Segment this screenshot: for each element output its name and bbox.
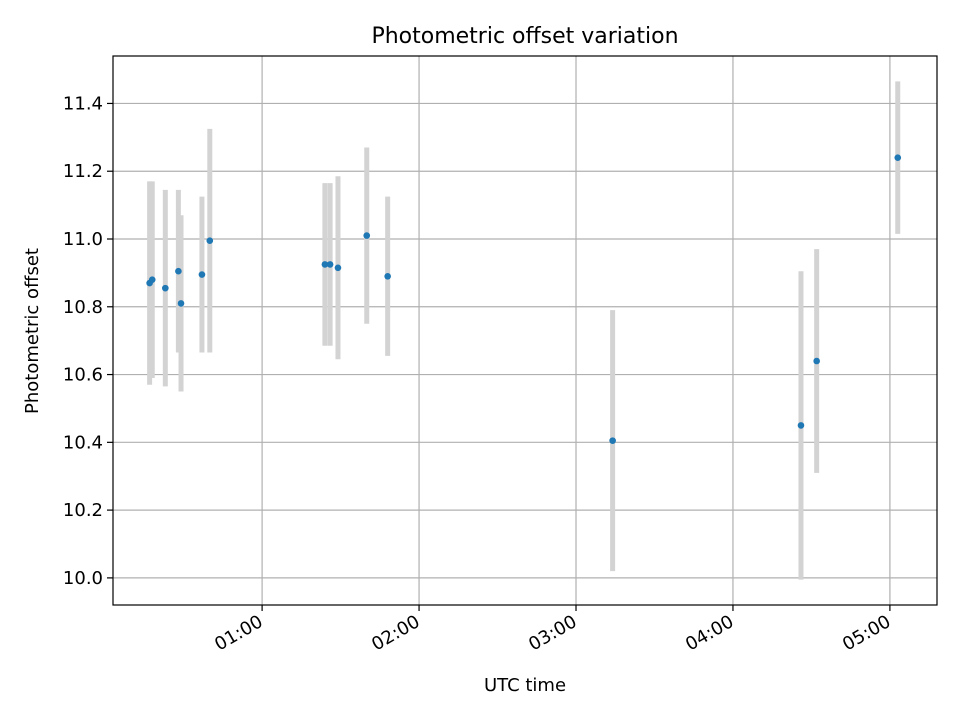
data-point <box>177 300 185 307</box>
data-point <box>813 357 820 365</box>
y-tick-label: 11.4 <box>63 93 103 114</box>
data-point <box>148 276 156 283</box>
plot-frame <box>112 55 938 606</box>
data-point <box>206 237 214 244</box>
data-point <box>609 437 616 444</box>
data-point <box>894 154 902 161</box>
y-axis-label: Photometric offset <box>22 248 43 414</box>
x-tick-label: 01:00 <box>211 611 266 655</box>
data-point <box>162 284 169 292</box>
y-tick-label: 10.2 <box>63 500 103 521</box>
data-point <box>175 267 182 275</box>
x-axis-label: UTC time <box>484 675 566 696</box>
data-point <box>334 264 342 272</box>
data-point <box>321 261 329 268</box>
x-tick-label: 03:00 <box>525 611 580 655</box>
data-point <box>198 271 206 278</box>
y-tick-label: 11.0 <box>63 229 103 250</box>
x-tick-label: 05:00 <box>839 611 894 655</box>
plot-background <box>113 56 937 605</box>
x-tick-label: 02:00 <box>368 611 423 655</box>
x-tick-label: 04:00 <box>682 611 737 655</box>
data-point <box>326 261 334 268</box>
data-point <box>797 422 805 429</box>
data-point <box>363 232 371 239</box>
chart-title: Photometric offset variation <box>371 24 678 49</box>
y-tick-label: 10.8 <box>63 297 103 318</box>
data-point <box>384 272 391 280</box>
data-points <box>146 154 902 444</box>
y-tick-label: 10.4 <box>63 432 103 453</box>
y-tick-label: 10.6 <box>63 365 103 386</box>
y-tick-label: 10.0 <box>63 568 103 589</box>
y-tick-label: 11.2 <box>63 161 103 182</box>
